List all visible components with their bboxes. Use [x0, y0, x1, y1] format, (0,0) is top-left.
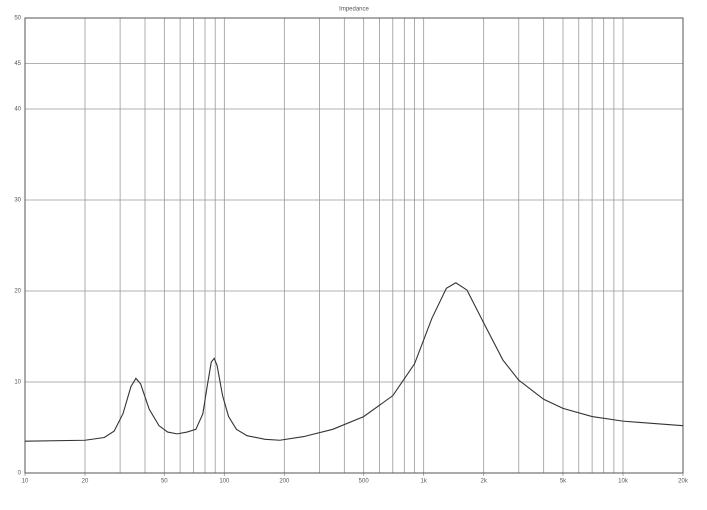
- x-tick-label: 500: [359, 479, 370, 485]
- y-tick-label: 40: [14, 107, 21, 113]
- y-tick-label: 45: [14, 61, 21, 67]
- y-tick-label: 10: [14, 380, 21, 386]
- x-tick-label: 20k: [678, 479, 689, 485]
- x-tick-label: 10k: [618, 479, 629, 485]
- x-tick-label: 50: [161, 479, 168, 485]
- x-tick-label: 5k: [560, 479, 567, 485]
- y-tick-label: 30: [14, 198, 21, 204]
- x-tick-label: 200: [279, 479, 290, 485]
- x-tick-label: 100: [219, 479, 230, 485]
- x-tick-label: 20: [82, 479, 89, 485]
- chart-title: Impedance: [339, 7, 369, 13]
- impedance-curve: [24, 282, 684, 442]
- x-tick-label: 2k: [480, 479, 487, 485]
- y-tick-label: 20: [14, 289, 21, 295]
- y-tick-label: 0: [18, 471, 22, 477]
- x-tick-label: 1k: [420, 479, 427, 485]
- plot-frame: [24, 17, 684, 474]
- y-tick-label: 50: [14, 16, 21, 22]
- x-tick-label: 10: [22, 479, 29, 485]
